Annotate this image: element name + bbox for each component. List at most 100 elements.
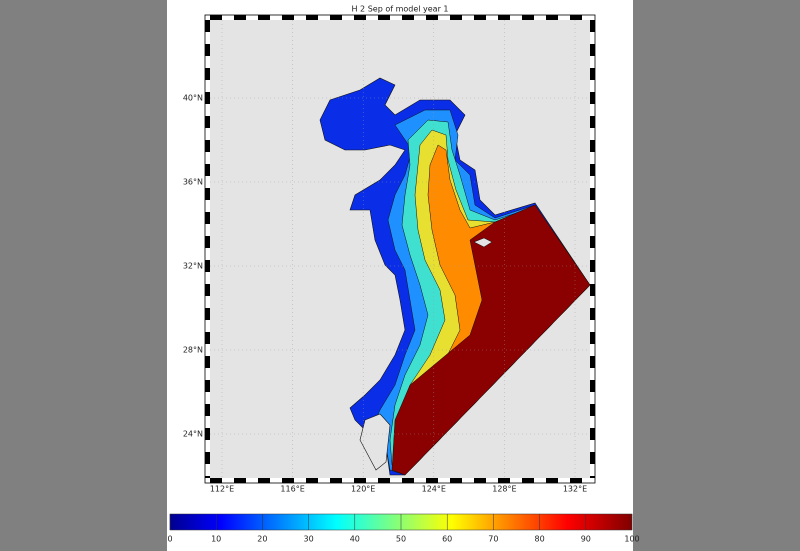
frame-stripe	[205, 20, 210, 32]
frame-stripe	[546, 478, 558, 483]
frame-stripe	[258, 478, 270, 483]
frame-stripe	[205, 344, 210, 356]
colorbar-tick-label: 100	[624, 535, 639, 544]
lat-tick-label: 24°N	[183, 430, 203, 439]
frame-stripe	[590, 476, 595, 478]
frame-stripe	[205, 356, 210, 368]
lat-tick-label: 28°N	[183, 346, 203, 355]
frame-stripe	[222, 15, 234, 20]
lat-tick-label: 36°N	[183, 178, 203, 187]
frame-stripe	[590, 284, 595, 296]
map-title: H 2 Sep of model year 1	[352, 5, 449, 14]
frame-stripe	[522, 478, 534, 483]
frame-stripe	[205, 224, 210, 236]
frame-stripe	[205, 440, 210, 452]
frame-stripe	[205, 188, 210, 200]
frame-stripe	[426, 478, 438, 483]
colorbar: 0 10 20 30 40 50 60 70 80 90 100	[167, 513, 640, 544]
frame-stripe	[462, 15, 474, 20]
lon-tick-label: 116°E	[280, 485, 304, 494]
frame-stripe	[258, 15, 270, 20]
frame-stripe	[294, 15, 306, 20]
frame-stripe	[402, 478, 414, 483]
frame-stripe	[205, 152, 210, 164]
colorbar-tick-label: 30	[304, 535, 314, 544]
sea-darkred	[391, 204, 590, 476]
frame-stripe	[590, 152, 595, 164]
frame-stripe	[474, 15, 486, 20]
frame-stripe	[205, 416, 210, 428]
frame-stripe	[282, 478, 294, 483]
lon-tick-label: 124°E	[422, 485, 446, 494]
colorbar-tick-label: 50	[396, 535, 406, 544]
colorbar-tick-label: 70	[488, 535, 498, 544]
lon-tick-label: 132°E	[563, 485, 587, 494]
frame-stripe	[210, 478, 222, 483]
colorbar-tick-label: 0	[167, 535, 172, 544]
frame-stripe	[590, 176, 595, 188]
frame-stripe	[590, 20, 595, 32]
frame-stripe	[366, 478, 378, 483]
frame-stripe	[558, 478, 570, 483]
frame-stripe	[318, 478, 330, 483]
frame-stripe	[590, 416, 595, 428]
frame-stripe	[205, 164, 210, 176]
frame-stripe	[590, 236, 595, 248]
frame-stripe	[366, 15, 378, 20]
frame-stripe	[246, 15, 258, 20]
frame-stripe	[306, 478, 318, 483]
frame-stripe	[390, 478, 402, 483]
frame-stripe	[318, 15, 330, 20]
lon-tick-label: 120°E	[351, 485, 375, 494]
frame-stripe	[402, 15, 414, 20]
frame-stripe	[205, 128, 210, 140]
frame-stripe	[570, 478, 582, 483]
frame-stripe	[590, 212, 595, 224]
colorbar-tick-label: 40	[350, 535, 360, 544]
frame-stripe	[205, 476, 210, 478]
frame-stripe	[378, 15, 390, 20]
lat-tick-label: 32°N	[183, 262, 203, 271]
frame-stripe	[378, 478, 390, 483]
frame-stripe	[205, 140, 210, 152]
frame-stripe	[282, 15, 294, 20]
frame-stripe	[330, 15, 342, 20]
colorbar-tick-label: 60	[442, 535, 452, 544]
frame-stripe	[590, 116, 595, 128]
frame-stripe	[590, 164, 595, 176]
frame-stripe	[590, 344, 595, 356]
frame-stripe	[205, 284, 210, 296]
frame-stripe	[590, 308, 595, 320]
frame-stripe	[534, 478, 546, 483]
frame-stripe	[210, 15, 222, 20]
frame-stripe	[498, 478, 510, 483]
frame-stripe	[582, 15, 590, 20]
frame-stripe	[462, 478, 474, 483]
frame-stripe	[546, 15, 558, 20]
frame-stripe	[590, 188, 595, 200]
frame-stripe	[205, 308, 210, 320]
frame-stripe	[205, 116, 210, 128]
frame-stripe	[522, 15, 534, 20]
frame-stripe	[342, 15, 354, 20]
frame-stripe	[486, 15, 498, 20]
frame-stripe	[294, 478, 306, 483]
frame-stripe	[474, 478, 486, 483]
frame-stripe	[354, 478, 366, 483]
frame-stripe	[590, 356, 595, 368]
map-area	[210, 20, 590, 478]
frame-stripe	[234, 15, 246, 20]
frame-stripe	[246, 478, 258, 483]
frame-stripe	[590, 92, 595, 104]
frame-stripe	[450, 478, 462, 483]
frame-stripe	[590, 140, 595, 152]
frame-stripe	[438, 15, 450, 20]
colorbar-tick-label: 20	[257, 535, 267, 544]
frame-stripe	[205, 392, 210, 404]
frame-stripe	[306, 15, 318, 20]
frame-stripe	[205, 320, 210, 332]
frame-stripe	[354, 15, 366, 20]
frame-border	[204, 14, 596, 484]
graticule: 40°N 36°N 32°N 28°N 24°N 112°E 116°E 120°E 124°E…	[183, 20, 590, 494]
